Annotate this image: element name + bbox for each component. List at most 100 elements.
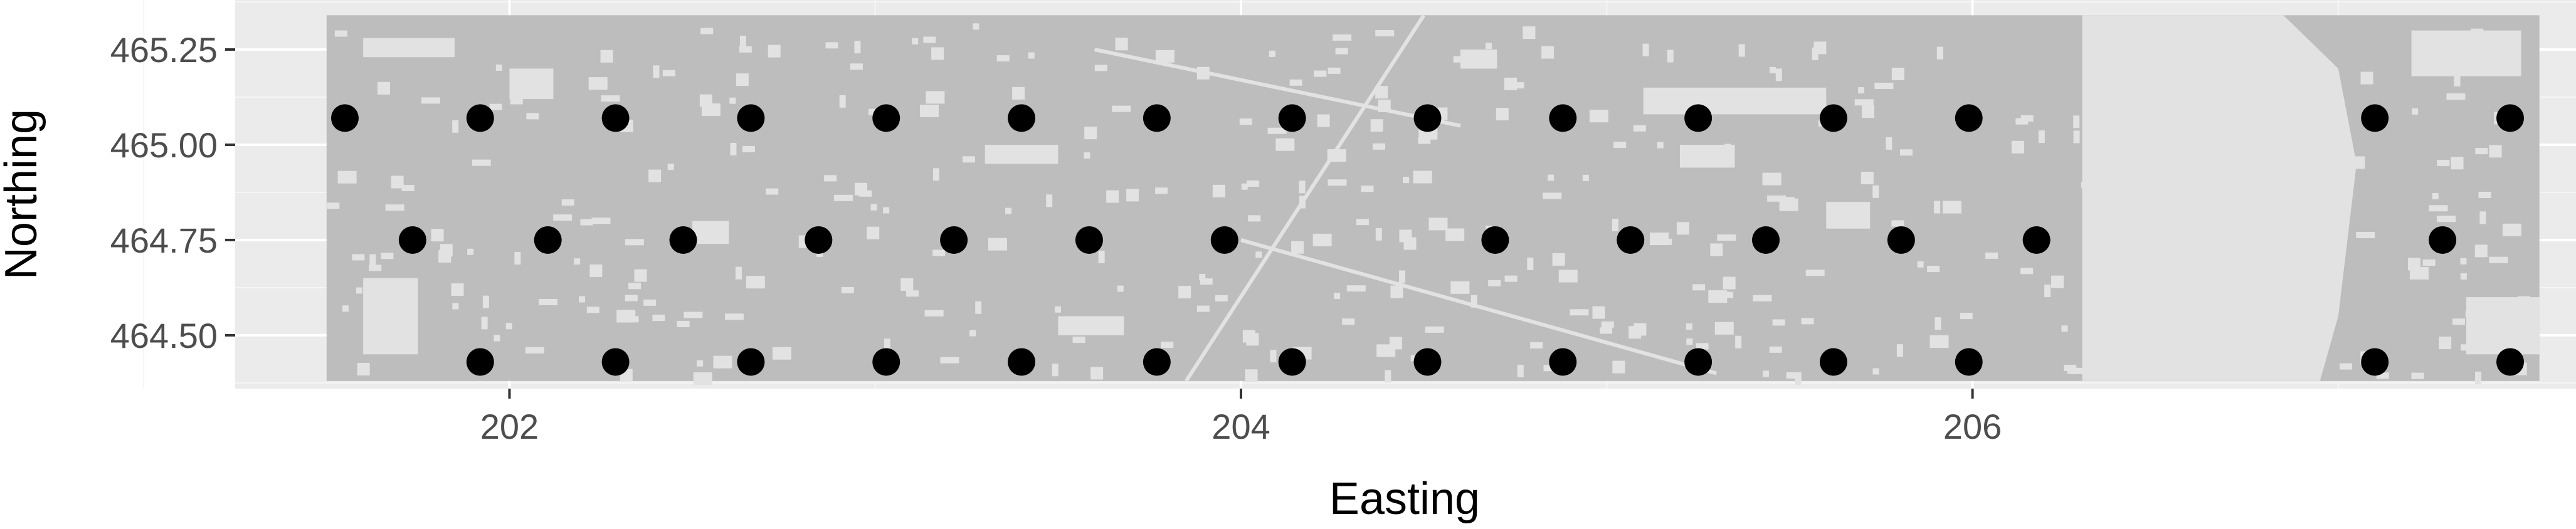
raster-speckle	[391, 175, 404, 189]
raster-speckle	[1450, 281, 1470, 294]
raster-speckle	[2126, 288, 2146, 295]
data-point	[1955, 104, 1983, 132]
raster-speckle	[736, 73, 749, 86]
raster-speckle	[700, 28, 714, 34]
raster-speckle	[2134, 100, 2141, 107]
raster-speckle	[1805, 270, 1825, 276]
raster-speckle	[883, 207, 890, 214]
raster-speckle	[369, 254, 376, 267]
y-tick-label: 464.50	[110, 316, 218, 355]
raster-speckle	[2376, 372, 2389, 379]
raster-speckle	[2407, 258, 2420, 271]
raster-speckle	[1299, 181, 1306, 194]
raster-speckle	[923, 36, 936, 43]
raster-gap-patch	[1058, 316, 1124, 335]
raster-speckle	[1570, 309, 1589, 316]
raster-speckle	[2206, 196, 2225, 203]
raster-speckle	[2489, 256, 2508, 263]
raster-speckle	[1665, 238, 1672, 245]
raster-speckle	[1650, 233, 1669, 246]
raster-speckle	[401, 184, 414, 191]
raster-speckle	[1196, 305, 1210, 312]
raster-speckle	[1361, 186, 1374, 192]
raster-speckle	[1582, 174, 1589, 181]
raster-speckle	[1657, 142, 1664, 149]
raster-speckle	[1403, 177, 1410, 184]
raster-speckle	[2148, 310, 2162, 317]
data-point	[1075, 226, 1103, 254]
raster-speckle	[2159, 111, 2172, 124]
raster-speckle	[973, 23, 979, 30]
raster-speckle	[1762, 172, 1782, 186]
raster-speckle	[867, 226, 880, 239]
data-point	[398, 226, 426, 254]
raster-speckle	[1084, 127, 1097, 140]
raster-speckle	[1601, 321, 1614, 328]
data-point	[1278, 104, 1306, 132]
raster-speckle	[2170, 39, 2183, 52]
data-point	[330, 104, 359, 132]
raster-speckle	[1523, 26, 1536, 39]
raster-speckle	[1786, 372, 1799, 379]
raster-speckle	[526, 113, 539, 120]
raster-speckle	[2044, 285, 2051, 298]
raster-speckle	[2471, 28, 2484, 35]
raster-speckle	[2281, 137, 2294, 150]
raster-speckle	[2360, 71, 2373, 85]
raster-speckle	[431, 229, 444, 242]
raster-speckle	[2489, 145, 2502, 158]
raster-speckle	[1767, 195, 1787, 202]
raster-speckle	[1248, 215, 1261, 222]
raster-speckle	[1328, 179, 1347, 186]
raster-speckle	[1428, 217, 1448, 231]
raster-speckle	[768, 45, 781, 58]
y-tick-label: 464.75	[110, 221, 218, 260]
raster-speckle	[739, 35, 746, 48]
raster-speckle	[1612, 219, 1618, 232]
raster-speckle	[1470, 295, 1477, 308]
raster-speckle	[1094, 65, 1107, 71]
raster-speckle	[2219, 174, 2232, 181]
raster-speckle	[1496, 108, 1509, 121]
raster-speckle	[1899, 149, 1913, 156]
raster-speckle	[2061, 325, 2068, 332]
raster-speckle	[1527, 257, 1534, 270]
raster-speckle	[1676, 222, 1689, 235]
raster-speckle	[1552, 253, 1565, 266]
data-point	[1684, 348, 1713, 376]
raster-speckle	[2158, 132, 2171, 145]
raster-speckle	[1376, 344, 1396, 357]
raster-speckle	[2011, 140, 2024, 154]
raster-speckle	[841, 286, 854, 293]
raster-speckle	[1289, 79, 1302, 86]
raster-speckle	[1242, 330, 1255, 343]
raster-speckle	[900, 278, 914, 291]
raster-speckle	[1692, 284, 1706, 291]
raster-speckle	[2088, 229, 2094, 236]
raster-speckle	[2191, 362, 2198, 375]
raster-speckle	[1642, 43, 1649, 56]
raster-speckle	[2412, 108, 2419, 115]
raster-speckle	[1886, 137, 1892, 150]
raster-speckle	[1155, 187, 1168, 194]
raster-speckle	[1196, 66, 1210, 80]
raster-speckle	[713, 355, 732, 369]
raster-speckle	[724, 313, 744, 320]
raster-speckle	[684, 312, 703, 318]
data-point	[737, 348, 765, 376]
raster-speckle	[369, 264, 382, 271]
raster-speckle	[1782, 197, 1795, 204]
raster-speckle	[2073, 130, 2080, 144]
axes: 202 204 206 464.50 464.75 465.00 465.25	[110, 30, 2002, 446]
raster-speckle	[825, 42, 838, 49]
raster-speckle	[1012, 86, 1025, 100]
raster-speckle	[1291, 241, 1304, 254]
raster-speckle	[1090, 367, 1104, 380]
raster-speckle	[1541, 46, 1555, 59]
raster-speckle	[2460, 258, 2467, 264]
raster-speckle	[2454, 73, 2461, 86]
raster-speckle	[1453, 56, 1472, 63]
y-tick-label: 465.00	[110, 125, 218, 165]
raster-speckle	[352, 254, 365, 261]
raster-speckle	[1769, 346, 1782, 353]
